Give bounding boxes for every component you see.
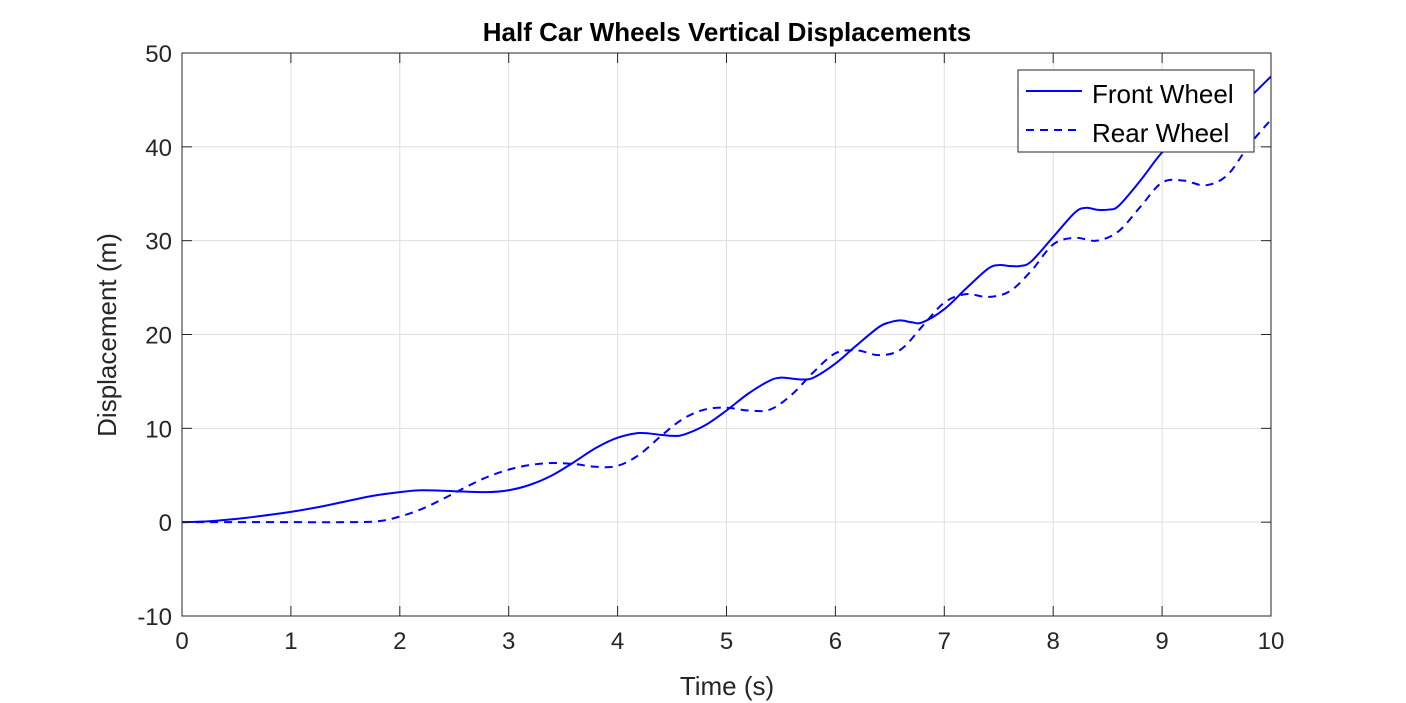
x-tick-label: 5 [720,628,733,655]
x-tick-label: 3 [502,628,515,655]
y-tick-label: 40 [145,135,172,162]
x-tick-label: 0 [175,628,188,655]
x-tick-label: 7 [938,628,951,655]
x-tick-label: 9 [1155,628,1168,655]
x-tick-label: 4 [611,628,624,655]
x-tick-label: 2 [393,628,406,655]
y-tick-label: 10 [145,416,172,443]
legend-label-rear-wheel: Rear Wheel [1092,118,1229,148]
x-tick-label: 1 [284,628,297,655]
chart-title: Half Car Wheels Vertical Displacements [483,17,971,47]
y-tick-label: 0 [159,510,172,537]
y-tick-label: 50 [145,41,172,68]
legend-label-front-wheel: Front Wheel [1092,79,1234,109]
y-tick-label: -10 [137,604,172,631]
x-tick-label: 8 [1047,628,1060,655]
x-tick-label: 6 [829,628,842,655]
x-tick-label: 10 [1258,628,1285,655]
y-axis-label: Displacement (m) [92,233,122,437]
y-tick-label: 30 [145,229,172,256]
series-line-front-wheel [181,75,1272,524]
y-tick-label: 20 [145,323,172,350]
series-line-rear-wheel [182,118,1272,524]
x-axis-label: Time (s) [680,671,774,701]
legend-box [1017,69,1255,153]
legend: Front Wheel Rear Wheel [1017,69,1255,153]
series-layer [181,75,1272,524]
